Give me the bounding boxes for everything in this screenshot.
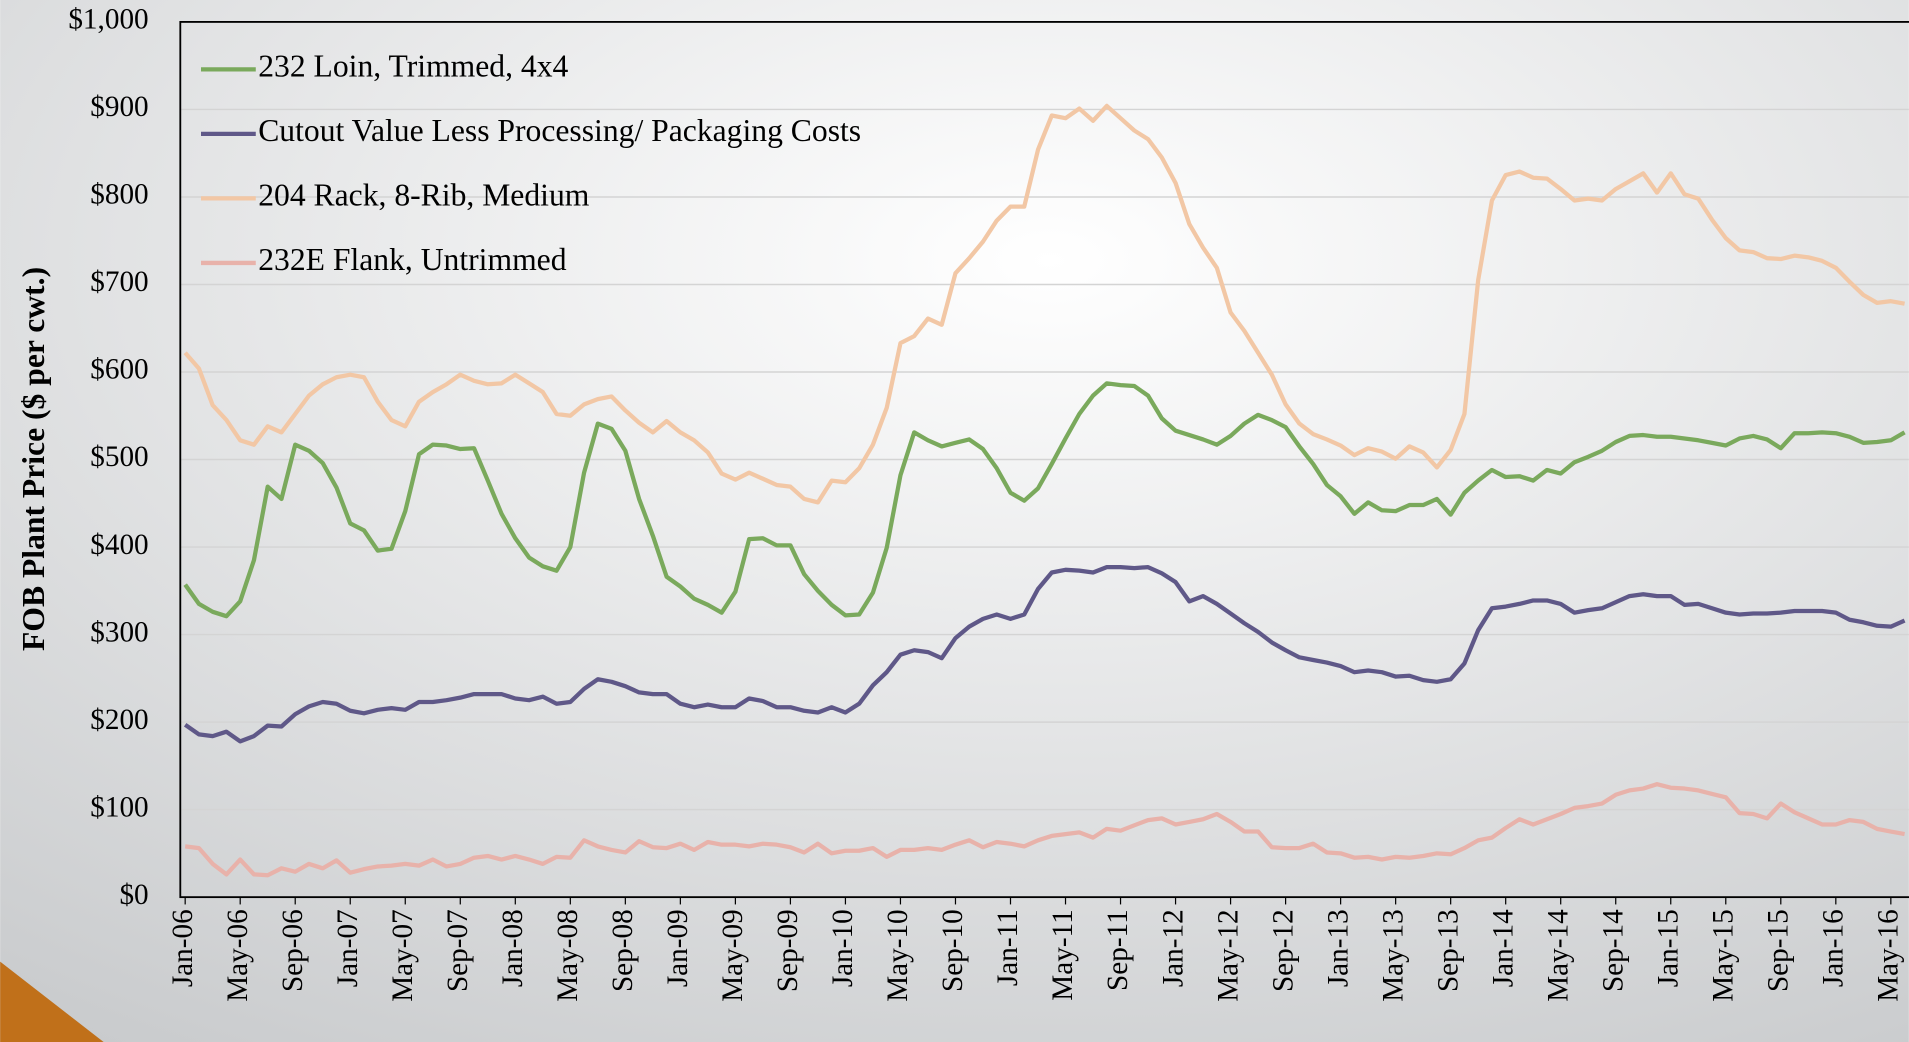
- y-tick-label: $800: [90, 179, 148, 211]
- x-tick-label: Jan-08: [497, 909, 529, 987]
- x-tick-label: Jan-12: [1157, 909, 1189, 987]
- series-line: [183, 565, 1906, 744]
- x-tick-label: Jan-13: [1322, 909, 1354, 987]
- series-line: [183, 103, 1905, 505]
- x-tick-label: Sep-06: [277, 909, 309, 992]
- x-tick-label: May-16: [1873, 909, 1905, 1001]
- x-tick-label: Jan-07: [332, 909, 364, 987]
- legend-label: 204 Rack, 8-Rib, Medium: [258, 178, 590, 213]
- x-tick-label: May-09: [717, 909, 749, 1001]
- x-tick-label: May-07: [387, 909, 419, 1001]
- y-tick-label: $700: [90, 266, 148, 298]
- x-tick-label: Jan-06: [167, 909, 199, 987]
- series-line: [184, 782, 1905, 878]
- y-axis-label: FOB Plant Price ($ per cwt.): [16, 267, 51, 651]
- x-tick-label: May-08: [552, 909, 584, 1001]
- x-tick-label: Sep-10: [937, 909, 969, 992]
- x-tick-label: Sep-14: [1597, 909, 1629, 992]
- corner-decoration: [0, 961, 104, 1042]
- x-tick-label: Jan-14: [1487, 909, 1519, 987]
- legend-label: 232E Flank, Untrimmed: [258, 242, 567, 277]
- x-tick-label: Sep-15: [1762, 909, 1794, 992]
- y-tick-label: $100: [90, 791, 148, 823]
- x-tick-label: Jan-11: [992, 909, 1024, 986]
- series-line: [183, 381, 1906, 619]
- y-tick-label: $600: [90, 354, 148, 386]
- x-tick-label: May-12: [1212, 909, 1244, 1001]
- legend-label: 232 Loin, Trimmed, 4x4: [258, 49, 568, 84]
- x-tick-label: Sep-07: [442, 909, 474, 992]
- x-tick-label: Sep-09: [772, 909, 804, 992]
- x-tick-label: Jan-09: [662, 909, 694, 987]
- y-tick-label: $200: [90, 704, 148, 736]
- x-tick-label: Sep-13: [1432, 909, 1464, 992]
- x-tick-label: Jan-15: [1652, 909, 1684, 987]
- x-tick-label: Jan-10: [827, 909, 859, 987]
- x-tick-label: May-06: [222, 909, 254, 1001]
- legend-label: Cutout Value Less Processing/ Packaging …: [258, 113, 861, 148]
- x-tick-label: Sep-11: [1102, 909, 1134, 991]
- y-tick-label: $900: [90, 91, 148, 123]
- y-tick-label: $1,000: [68, 4, 148, 36]
- x-tick-label: Sep-08: [607, 909, 639, 992]
- x-tick-label: May-15: [1707, 909, 1739, 1001]
- x-tick-label: May-13: [1377, 909, 1409, 1001]
- x-tick-label: May-10: [882, 909, 914, 1001]
- x-tick-label: May-14: [1542, 909, 1574, 1002]
- plot-frame: [179, 20, 1909, 899]
- x-tick-label: Sep-12: [1267, 909, 1299, 992]
- y-tick-label: $400: [90, 529, 148, 561]
- x-tick-label: Jan-16: [1818, 909, 1850, 987]
- y-tick-label: $300: [90, 616, 148, 648]
- y-tick-label: $0: [119, 879, 148, 911]
- x-tick-label: May-11: [1047, 909, 1079, 1000]
- y-tick-label: $500: [90, 441, 148, 473]
